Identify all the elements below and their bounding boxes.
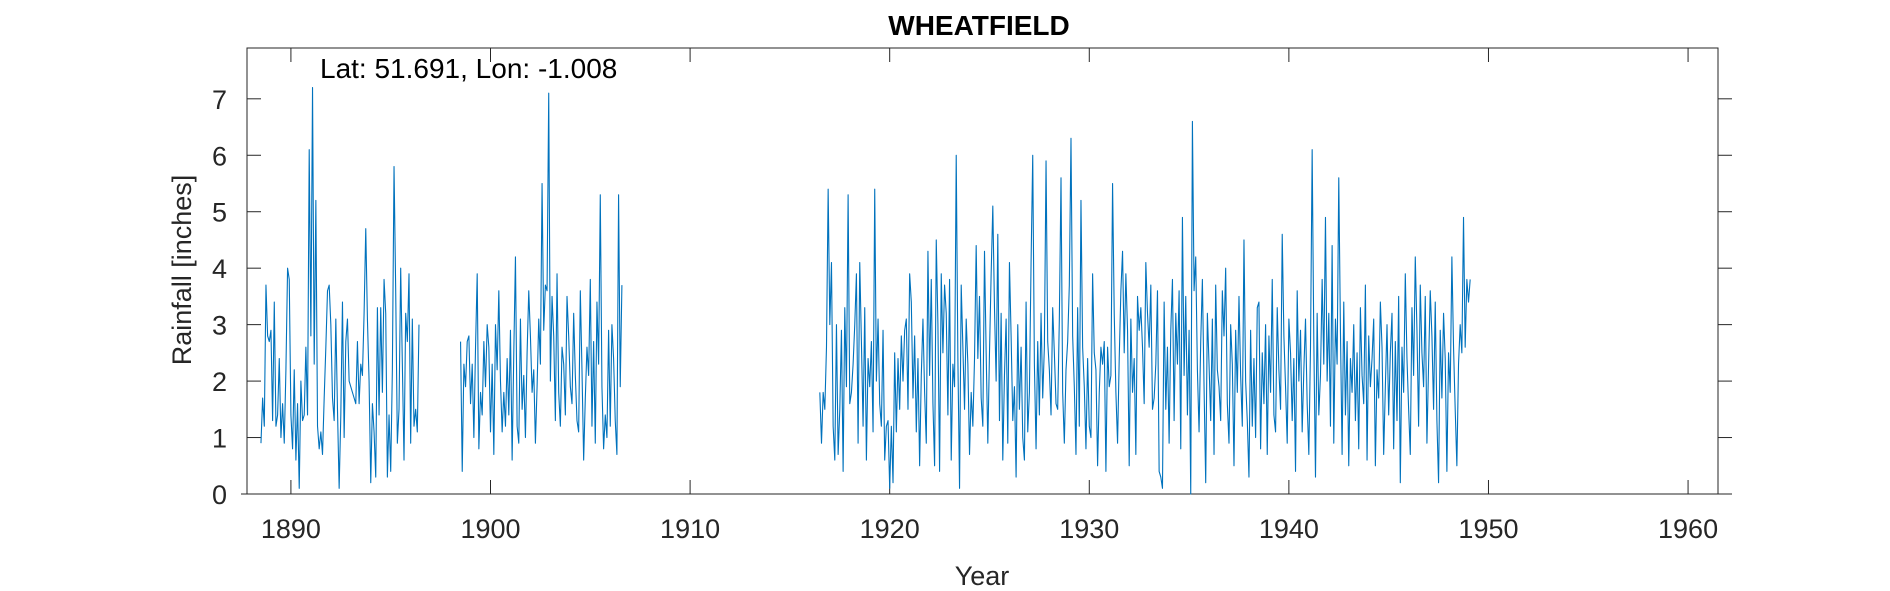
x-tick-label: 1940 xyxy=(1259,514,1319,544)
plot-area-box xyxy=(246,47,1719,495)
x-tick-label: 1920 xyxy=(860,514,920,544)
x-tick-label: 1890 xyxy=(261,514,321,544)
chart-title: WHEATFIELD xyxy=(888,10,1069,41)
x-tick-label: 1950 xyxy=(1458,514,1518,544)
rainfall-line-segment xyxy=(819,120,1471,495)
y-axis-label: Rainfall [inches] xyxy=(167,175,197,366)
y-tick-label: 5 xyxy=(212,198,227,228)
rainfall-line-segment xyxy=(260,86,420,489)
y-tick-label: 0 xyxy=(212,480,227,510)
location-annotation: Lat: 51.691, Lon: -1.008 xyxy=(320,53,617,84)
rainfall-series xyxy=(260,86,1471,495)
y-axis: 0 1 2 3 4 5 6 7 xyxy=(212,85,1732,510)
x-tick-label: 1960 xyxy=(1658,514,1718,544)
y-tick-label: 6 xyxy=(212,141,227,171)
y-tick-label: 7 xyxy=(212,85,227,115)
y-tick-label: 4 xyxy=(212,254,227,284)
x-tick-label: 1910 xyxy=(660,514,720,544)
x-tick-label: 1900 xyxy=(460,514,520,544)
x-tick-label: 1930 xyxy=(1059,514,1119,544)
y-tick-label: 2 xyxy=(212,367,227,397)
y-tick-label: 1 xyxy=(212,424,227,454)
rainfall-line-segment xyxy=(460,92,623,472)
x-axis-label: Year xyxy=(955,561,1010,591)
y-tick-label: 3 xyxy=(212,311,227,341)
x-axis: 1890 1900 1910 1920 1930 1940 1950 1960 xyxy=(261,48,1718,544)
